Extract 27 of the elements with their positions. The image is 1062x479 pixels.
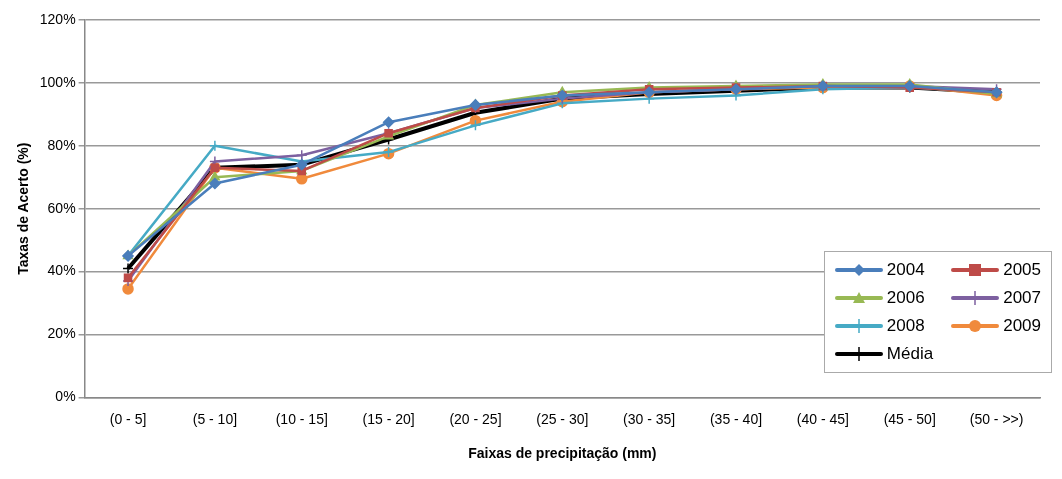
x-tick-label: (25 - 30]	[536, 410, 589, 427]
y-tick-label: 40%	[47, 262, 76, 279]
x-tick-label: (45 - 50]	[883, 410, 936, 427]
y-tick-label: 60%	[47, 199, 76, 216]
x-tick-label: (40 - 45]	[796, 410, 849, 427]
x-tick-label: (35 - 40]	[709, 410, 763, 427]
x-tick-label: (50 - >>)	[969, 410, 1024, 427]
legend-label: Média	[886, 344, 934, 364]
y-tick-label: 20%	[47, 325, 76, 342]
y-tick-label: 0%	[55, 388, 76, 405]
y-tick-label: 80%	[47, 136, 76, 153]
legend-label: 2006	[886, 288, 925, 308]
y-tick-label: 120%	[39, 10, 76, 27]
y-tick-label: 100%	[39, 73, 76, 90]
x-tick-label: (20 - 25]	[449, 410, 502, 427]
x-axis-title: Faixas de precipitação (mm)	[468, 445, 657, 462]
legend-label: 2004	[886, 260, 925, 280]
legend-label: 2007	[1003, 288, 1041, 308]
x-tick-label: (0 - 5]	[109, 410, 147, 427]
x-tick-label: (5 - 10]	[192, 410, 238, 427]
legend-label: 2009	[1003, 316, 1041, 336]
legend-label: 2005	[1003, 260, 1041, 280]
y-axis-title: Taxas de Acerto (%)	[15, 142, 32, 275]
legend-label: 2008	[886, 316, 925, 336]
x-tick-label: (30 - 35]	[623, 410, 676, 427]
x-tick-label: (10 - 15]	[275, 410, 328, 427]
x-tick-label: (15 - 20]	[362, 410, 415, 427]
